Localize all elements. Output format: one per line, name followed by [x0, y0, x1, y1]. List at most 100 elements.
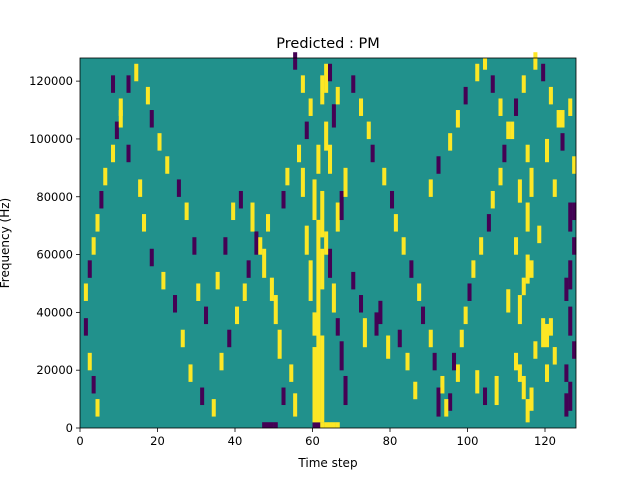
heatmap-cell: [417, 283, 422, 301]
heatmap-cell: [231, 202, 236, 221]
heatmap-cell: [281, 190, 286, 209]
heatmap-cell: [328, 144, 333, 174]
heatmap-cell: [510, 121, 515, 140]
heatmap-cell: [254, 231, 259, 255]
heatmap-cell: [545, 323, 550, 348]
heatmap-cell: [339, 341, 344, 371]
heatmap-cell: [541, 318, 546, 348]
heatmap-cell: [444, 399, 449, 417]
x-axis-label: Time step: [297, 456, 357, 470]
heatmap-cell: [328, 63, 333, 82]
heatmap-cell: [126, 144, 131, 163]
heatmap-cell: [572, 156, 577, 174]
heatmap-cell: [324, 121, 329, 151]
heatmap-cell: [494, 375, 499, 406]
heatmap-cell: [242, 283, 247, 301]
heatmap-cell: [568, 381, 573, 411]
heatmap-cell: [95, 399, 100, 417]
heatmap-cell: [269, 422, 274, 429]
heatmap-cell: [382, 167, 387, 186]
heatmap-cell: [366, 121, 371, 140]
heatmap-cell: [312, 312, 317, 336]
heatmap-cell: [533, 341, 538, 359]
heatmap-cell: [91, 375, 96, 394]
heatmap-cell: [118, 110, 123, 128]
heatmap-cell: [277, 329, 282, 359]
heatmap-cell: [521, 75, 526, 93]
x-tick-label: 120: [534, 434, 556, 448]
heatmap-cell: [374, 312, 379, 336]
heatmap-cell: [475, 370, 480, 394]
heatmap-cell: [308, 98, 313, 116]
heatmap-cell: [440, 375, 445, 394]
heatmap-cell: [514, 98, 519, 116]
heatmap-cell: [533, 52, 538, 70]
heatmap-cell: [250, 202, 255, 232]
heatmap-cell: [176, 179, 181, 197]
heatmap-cell: [514, 352, 519, 371]
heatmap-cell: [95, 214, 100, 232]
heatmap-cell: [200, 387, 205, 406]
heatmap-cell: [428, 329, 433, 348]
heatmap-cell: [572, 341, 577, 359]
heatmap-cell: [572, 237, 577, 255]
heatmap-cell: [548, 86, 553, 105]
heatmap-cell: [572, 202, 577, 221]
heatmap-cell: [281, 387, 286, 406]
heatmap-cell: [266, 214, 271, 232]
heatmap-cell: [552, 347, 557, 365]
heatmap-cell: [529, 167, 534, 197]
heatmap-cell: [300, 167, 305, 197]
heatmap-cell: [312, 422, 317, 429]
heatmap-cell: [111, 144, 116, 163]
heatmap-cell: [556, 110, 561, 128]
x-tick-label: 40: [228, 434, 243, 448]
heatmap-cell: [184, 202, 189, 221]
heatmap-cell: [525, 144, 530, 163]
y-tick-label: 60000: [36, 248, 73, 262]
heatmap-cell: [118, 98, 123, 116]
heatmap-cell: [359, 98, 364, 116]
heatmap-cell: [568, 202, 573, 232]
heatmap-cell: [506, 289, 511, 313]
heatmap-cell: [188, 364, 193, 382]
heatmap-cell: [142, 214, 147, 232]
heatmap-cell: [568, 306, 573, 336]
heatmap-cell: [517, 179, 522, 203]
heatmap-cell: [173, 295, 178, 313]
heatmap-cell: [343, 167, 348, 197]
heatmap-cell: [262, 248, 267, 278]
heatmap-cell: [312, 179, 317, 221]
heatmap-cell: [320, 335, 325, 423]
heatmap-cell: [308, 260, 313, 301]
heatmap-cell: [436, 387, 441, 417]
y-tick-label: 40000: [36, 305, 73, 319]
heatmap-cell: [529, 387, 534, 411]
heatmap-cell: [157, 133, 162, 151]
heatmap-cell: [471, 260, 476, 278]
heatmap-cell: [111, 75, 116, 93]
heatmap-cell: [180, 329, 185, 348]
heatmap-cell: [238, 190, 243, 209]
heatmap-cell: [331, 283, 336, 313]
heatmap-cell: [525, 399, 530, 423]
heatmap-cell: [362, 318, 367, 348]
x-tick-label: 0: [76, 434, 83, 448]
heatmap-cell: [331, 104, 336, 128]
heatmap-cell: [87, 352, 92, 371]
heatmap-cell: [320, 190, 325, 238]
heatmap-cell: [300, 75, 305, 93]
heatmap-cell: [541, 63, 546, 82]
heatmap-cell: [149, 248, 154, 267]
heatmap-cell: [161, 271, 166, 290]
heatmap-cell: [126, 75, 131, 93]
heatmap-cell: [324, 231, 329, 255]
heatmap-cell: [421, 306, 426, 325]
heatmap-cell: [343, 375, 348, 406]
heatmap-cell: [545, 364, 550, 382]
heatmap-cell: [506, 121, 511, 140]
y-tick-label: 80000: [36, 190, 73, 204]
x-tick-label: 80: [383, 434, 398, 448]
heatmap-cell: [390, 190, 395, 209]
heatmap-cell: [351, 271, 356, 290]
